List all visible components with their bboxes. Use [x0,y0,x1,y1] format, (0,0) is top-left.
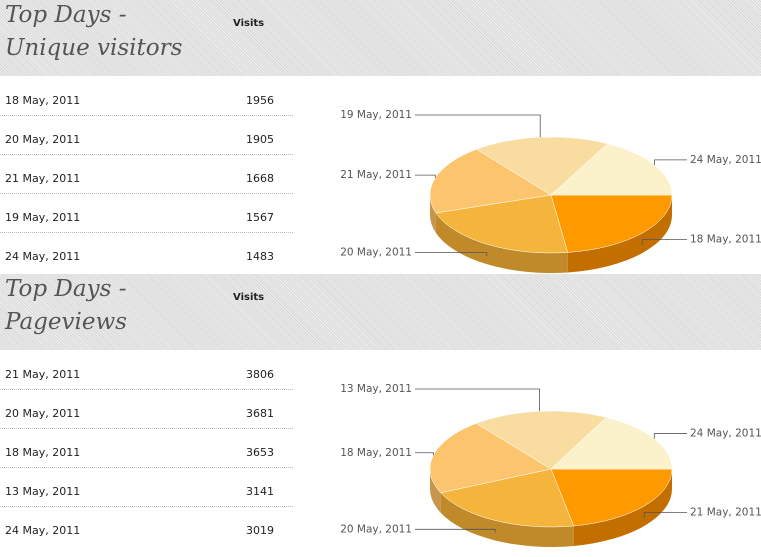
pie-label: 18 May, 2011 [690,234,761,246]
section-header: Top Days - Pageviews Visits [0,274,761,350]
row-date: 20 May, 2011 [5,407,81,420]
pie-slice [550,194,673,253]
pie-label: 13 May, 2011 [340,383,412,395]
pie-chart: 21 May, 2011 20 May, 2011 18 May, 2011 13 M… [340,383,761,547]
row-value: 1956 [246,94,274,107]
row-value: 3019 [246,524,274,537]
row-value: 3806 [246,368,274,381]
table-row: 24 May, 2011 1483 [0,232,293,271]
pie-slice [440,468,575,528]
leader-line [641,239,687,246]
row-date: 24 May, 2011 [5,524,81,537]
row-value: 1567 [246,211,274,224]
leader-line [643,511,687,518]
pie-slice-side [573,469,672,546]
row-date: 18 May, 2011 [5,94,81,107]
leader-line [415,252,488,257]
pie-label: 24 May, 2011 [690,154,761,166]
column-header: Visits [233,18,265,29]
column-header: Visits [233,292,265,303]
row-value: 1483 [246,250,274,263]
row-date: 19 May, 2011 [5,211,81,224]
table-row: 18 May, 2011 3653 [0,428,293,468]
pie-label: 21 May, 2011 [340,169,412,181]
row-date: 21 May, 2011 [5,172,81,185]
leader-line [415,528,496,533]
row-value: 3141 [246,485,274,498]
leader-line [415,114,541,138]
section-header: Top Days - Unique visitors Visits [0,0,761,76]
table-row: 20 May, 2011 1905 [0,115,293,155]
table-row: 18 May, 2011 1956 [0,76,293,116]
row-date: 21 May, 2011 [5,368,81,381]
pie-slice [475,410,607,470]
pie-slice [475,136,608,196]
pie-label: 24 May, 2011 [690,428,761,440]
pie-slice [435,194,569,254]
table-row: 21 May, 2011 1668 [0,154,293,194]
pie-slice [429,423,552,494]
section-title: Pageviews [5,309,127,335]
pie-slice [429,149,552,214]
leader-line [415,388,540,412]
pie-slice-side [435,212,568,273]
table-row: 19 May, 2011 1567 [0,193,293,233]
section: Top Days - Unique visitors Visits 18 May, 2… [0,0,761,274]
pie-slice-side [567,195,672,273]
row-value: 3681 [246,407,274,420]
pie-label: 19 May, 2011 [340,109,412,121]
table-row: 20 May, 2011 3681 [0,389,293,429]
pie-slice [550,143,673,196]
leader-line [654,159,687,166]
row-date: 20 May, 2011 [5,133,81,146]
pie-chart: 18 May, 2011 20 May, 2011 21 May, 2011 19 M… [340,109,761,273]
table-row: 24 May, 2011 3019 [0,506,293,545]
pie-label: 20 May, 2011 [340,523,412,535]
pie-label: 18 May, 2011 [340,447,412,459]
row-value: 1668 [246,172,274,185]
pie-slice [550,417,673,470]
row-date: 18 May, 2011 [5,446,81,459]
pie-slice [550,468,673,527]
table-row: 21 May, 2011 3806 [0,350,293,390]
pie-slice-side [440,492,574,547]
leader-line [415,174,436,179]
row-date: 13 May, 2011 [5,485,81,498]
row-date: 24 May, 2011 [5,250,81,263]
section-title: Top Days - [5,276,127,302]
leader-line [653,433,687,439]
pie-label: 20 May, 2011 [340,247,412,259]
row-value: 1905 [246,133,274,146]
section: Top Days - Pageviews Visits 21 May, 2011 380… [0,274,761,548]
pie-slice-side [430,469,441,513]
pie-label: 21 May, 2011 [690,506,761,518]
row-value: 3653 [246,446,274,459]
section-title: Unique visitors [5,35,183,61]
table-row: 13 May, 2011 3141 [0,467,293,507]
section-title: Top Days - [5,2,127,28]
leader-line [415,452,434,456]
